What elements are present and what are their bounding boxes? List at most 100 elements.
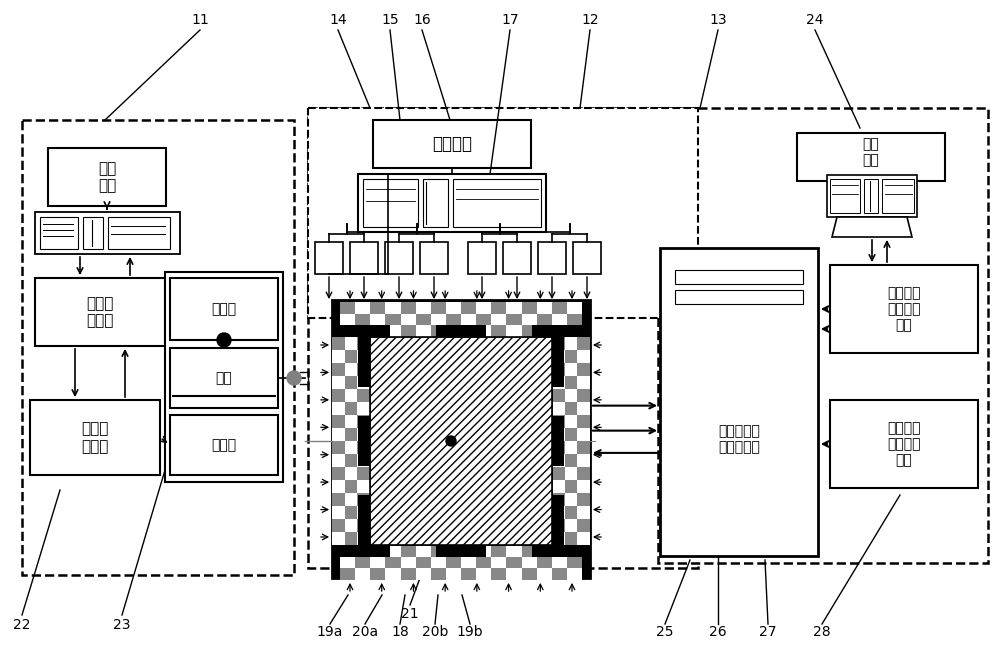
- Bar: [332, 415, 345, 428]
- Bar: [358, 416, 370, 466]
- Bar: [315, 242, 343, 274]
- Bar: [552, 495, 564, 545]
- Bar: [491, 325, 506, 337]
- Bar: [797, 133, 945, 181]
- Text: 真三轴加
载仪器液
压源: 真三轴加 载仪器液 压源: [887, 421, 921, 467]
- Bar: [345, 454, 357, 467]
- Bar: [522, 569, 537, 580]
- Bar: [522, 302, 537, 314]
- Bar: [83, 217, 103, 249]
- Bar: [552, 302, 567, 314]
- Bar: [552, 389, 565, 402]
- Text: 25: 25: [656, 625, 674, 639]
- Bar: [340, 545, 390, 557]
- Bar: [373, 120, 531, 168]
- Bar: [35, 212, 180, 254]
- Bar: [332, 389, 345, 402]
- Bar: [385, 314, 400, 325]
- Bar: [537, 314, 552, 325]
- Bar: [577, 389, 590, 402]
- Bar: [40, 217, 78, 249]
- Bar: [332, 493, 345, 506]
- Bar: [538, 242, 566, 274]
- Bar: [468, 242, 496, 274]
- Bar: [522, 325, 537, 337]
- Bar: [565, 506, 577, 519]
- Bar: [340, 302, 582, 337]
- Bar: [400, 569, 416, 580]
- Bar: [370, 337, 552, 545]
- Bar: [345, 428, 357, 441]
- Bar: [423, 179, 448, 227]
- Text: 第一
微机: 第一 微机: [98, 161, 116, 194]
- Bar: [340, 569, 355, 580]
- Bar: [552, 467, 565, 480]
- Text: 19a: 19a: [317, 625, 343, 639]
- Bar: [476, 314, 491, 325]
- Bar: [830, 265, 978, 353]
- Bar: [345, 506, 357, 519]
- Text: 20b: 20b: [422, 625, 448, 639]
- Bar: [830, 179, 860, 213]
- Bar: [340, 545, 355, 556]
- Polygon shape: [832, 217, 912, 237]
- Bar: [552, 493, 565, 506]
- Bar: [565, 350, 577, 363]
- Text: 真三轴加载
伺服增压器: 真三轴加载 伺服增压器: [718, 424, 760, 454]
- Bar: [552, 363, 565, 376]
- Text: 声发射仪: 声发射仪: [432, 135, 472, 153]
- Bar: [358, 174, 546, 232]
- Bar: [552, 415, 565, 428]
- Bar: [573, 242, 601, 274]
- Bar: [358, 495, 370, 545]
- Bar: [357, 337, 370, 350]
- Bar: [491, 545, 506, 556]
- Text: 11: 11: [191, 13, 209, 27]
- Bar: [446, 314, 461, 325]
- Bar: [552, 337, 565, 350]
- Bar: [827, 175, 917, 217]
- Bar: [357, 519, 370, 532]
- Circle shape: [217, 333, 231, 347]
- Bar: [48, 148, 166, 206]
- Bar: [370, 325, 385, 337]
- Bar: [357, 493, 370, 506]
- Bar: [332, 467, 345, 480]
- Bar: [340, 325, 390, 337]
- Bar: [332, 337, 370, 545]
- Bar: [416, 314, 431, 325]
- Bar: [577, 415, 590, 428]
- Bar: [35, 278, 165, 346]
- Bar: [345, 402, 357, 415]
- Text: 20a: 20a: [352, 625, 378, 639]
- Bar: [30, 400, 160, 475]
- Bar: [660, 248, 818, 556]
- Bar: [577, 337, 590, 350]
- Text: 增压器: 增压器: [211, 438, 237, 452]
- Bar: [882, 179, 914, 213]
- Bar: [357, 415, 370, 428]
- Text: 19b: 19b: [457, 625, 483, 639]
- Bar: [420, 242, 448, 274]
- Text: 液压源
伺服阀: 液压源 伺服阀: [81, 421, 109, 454]
- Bar: [350, 242, 378, 274]
- Bar: [552, 337, 564, 387]
- Bar: [22, 120, 294, 575]
- Bar: [552, 416, 564, 466]
- Bar: [370, 337, 552, 545]
- Bar: [565, 454, 577, 467]
- Text: 真三轴加
载仪器控
制器: 真三轴加 载仪器控 制器: [887, 286, 921, 332]
- Bar: [345, 480, 357, 493]
- Bar: [340, 302, 355, 314]
- Text: 泵压系
统控制: 泵压系 统控制: [86, 296, 114, 328]
- Bar: [355, 556, 370, 569]
- Bar: [864, 179, 878, 213]
- Bar: [577, 363, 590, 376]
- Bar: [552, 325, 567, 337]
- Bar: [552, 545, 567, 556]
- Bar: [400, 545, 416, 556]
- Bar: [363, 179, 418, 227]
- Bar: [332, 519, 345, 532]
- Bar: [537, 556, 552, 569]
- Bar: [431, 569, 446, 580]
